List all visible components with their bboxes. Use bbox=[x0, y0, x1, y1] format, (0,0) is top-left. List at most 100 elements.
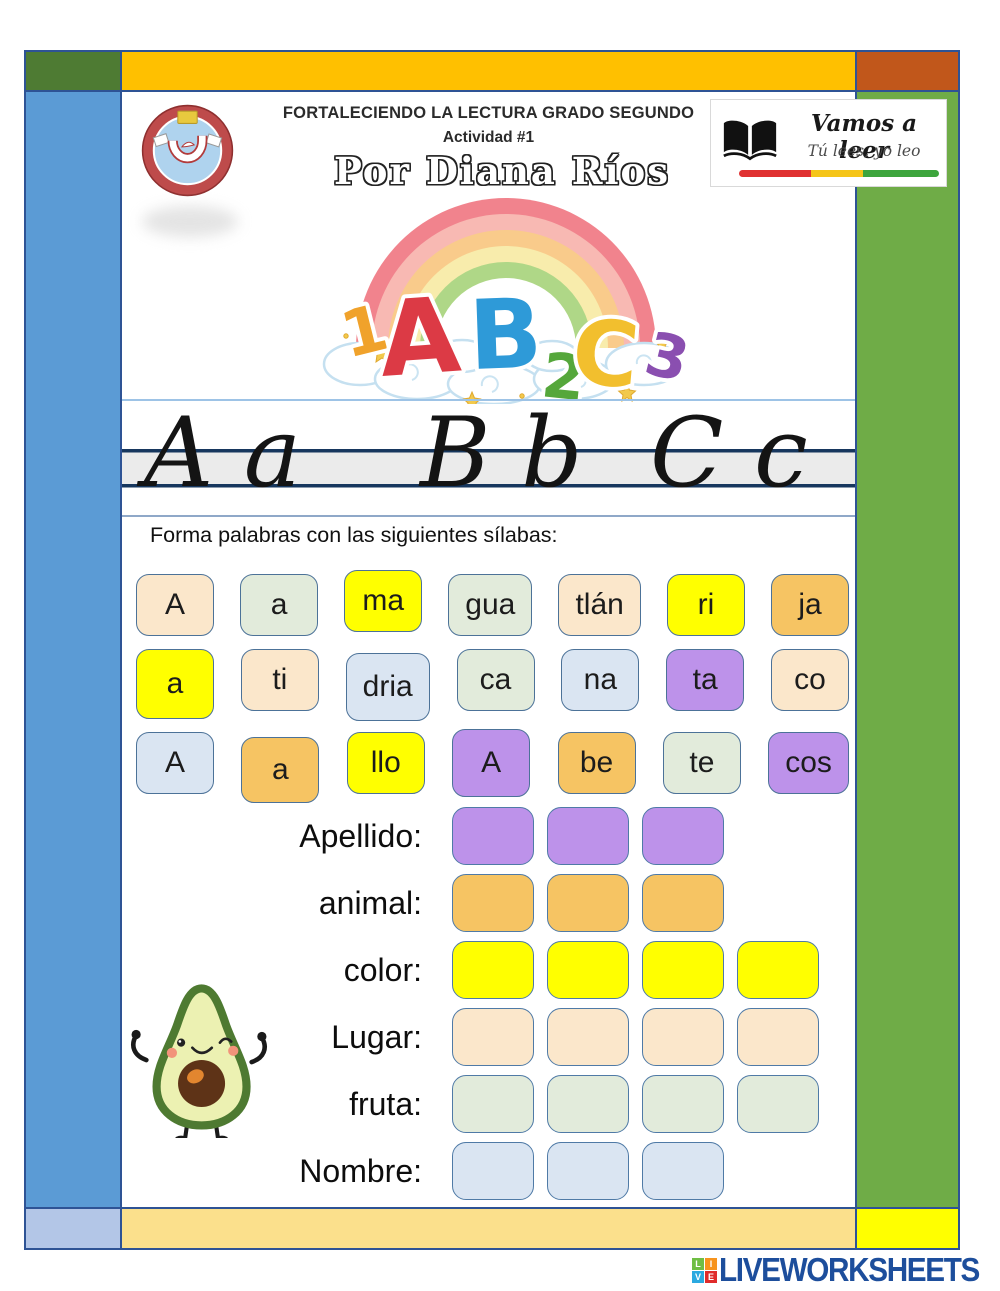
instruction-text: Forma palabras con las siguientes sílaba… bbox=[150, 523, 558, 547]
answer-box[interactable] bbox=[642, 874, 724, 932]
open-book-icon bbox=[723, 120, 777, 161]
answer-label: Apellido: bbox=[299, 817, 422, 854]
worksheet-title: FORTALECIENDO LA LECTURA GRADO SEGUNDO bbox=[282, 104, 695, 122]
activity-number: Actividad #1 bbox=[442, 129, 535, 146]
vamos-a-leer-subtitle: Tú lees, yo leo bbox=[807, 142, 921, 160]
syllable-tile-dria[interactable]: dria bbox=[345, 653, 430, 721]
syllable-tile-co[interactable]: co bbox=[771, 649, 849, 711]
syllable-tile-a[interactable]: a bbox=[240, 574, 319, 636]
liveworksheets-square-V: V bbox=[692, 1270, 704, 1283]
liveworksheets-square-L: L bbox=[692, 1257, 704, 1270]
frame-corner-top-left bbox=[24, 50, 122, 92]
answer-row: Lugar: bbox=[122, 1007, 855, 1067]
cursive-Bb: B b bbox=[418, 398, 583, 509]
answer-label: color: bbox=[343, 951, 422, 988]
answer-box[interactable] bbox=[737, 1075, 819, 1133]
avocado-illustration bbox=[131, 984, 267, 1138]
frame-bottom-bar bbox=[24, 1207, 960, 1250]
syllable-tile-a[interactable]: a bbox=[136, 649, 214, 719]
frame-left-bar bbox=[24, 90, 122, 1209]
syllable-tile-be[interactable]: be bbox=[557, 732, 636, 794]
answers-section: Apellido: animal: color: Lugar: fruta: Nombre… bbox=[122, 806, 855, 1208]
answer-box[interactable] bbox=[547, 1008, 629, 1066]
answer-row: Apellido: bbox=[122, 806, 855, 866]
abc-char-3: 3 bbox=[638, 319, 690, 397]
syllable-tile-ti[interactable]: ti bbox=[240, 649, 319, 711]
frame-corner-bottom-left bbox=[24, 1207, 122, 1250]
school-emblem-logo bbox=[141, 104, 234, 197]
answer-label: Nombre: bbox=[299, 1152, 422, 1189]
author-title: Por Diana Ríos bbox=[333, 149, 671, 193]
syllable-tile-ca[interactable]: ca bbox=[456, 649, 535, 711]
syllable-tile-a[interactable]: a bbox=[241, 737, 320, 803]
answer-box[interactable] bbox=[452, 1008, 534, 1066]
syllable-tile-llo[interactable]: llo bbox=[346, 732, 425, 794]
answer-row: animal: bbox=[122, 873, 855, 933]
answer-label: animal: bbox=[318, 884, 422, 921]
answer-box[interactable] bbox=[547, 941, 629, 999]
syllable-row: a ti dria ca na ta co bbox=[136, 649, 849, 721]
syllable-tile-A[interactable]: A bbox=[136, 574, 214, 636]
answer-box[interactable] bbox=[642, 807, 724, 865]
answer-box[interactable] bbox=[452, 1075, 534, 1133]
answer-box[interactable] bbox=[547, 1142, 629, 1200]
syllable-tile-ma[interactable]: ma bbox=[344, 570, 423, 632]
answer-box[interactable] bbox=[547, 1075, 629, 1133]
answer-box[interactable] bbox=[452, 807, 534, 865]
vamos-a-leer-logo: Vamos a leer Tú lees, yo leo bbox=[710, 99, 947, 187]
rainbow-abc-illustration: 1 A B 2 C 3 bbox=[322, 198, 690, 404]
answer-box[interactable] bbox=[547, 874, 629, 932]
answer-label: Lugar: bbox=[331, 1018, 422, 1055]
liveworksheets-square-E: E bbox=[705, 1270, 717, 1283]
syllable-tile-cos[interactable]: cos bbox=[768, 732, 849, 794]
syllable-tile-ri[interactable]: ri bbox=[666, 574, 745, 636]
answer-box[interactable] bbox=[547, 807, 629, 865]
abc-char-A: A bbox=[375, 274, 464, 401]
answer-box[interactable] bbox=[452, 1142, 534, 1200]
frame-right-bar bbox=[855, 90, 960, 1209]
frame-corner-top-right bbox=[855, 50, 960, 92]
syllable-tile-te[interactable]: te bbox=[662, 732, 741, 794]
answer-label: fruta: bbox=[349, 1085, 422, 1122]
syllable-tile-gua[interactable]: gua bbox=[448, 574, 533, 636]
frame-corner-bottom-right bbox=[855, 1207, 960, 1250]
tricolor-bar bbox=[739, 170, 939, 177]
answer-box[interactable] bbox=[642, 941, 724, 999]
liveworksheets-square-I: I bbox=[705, 1257, 717, 1270]
answer-row: Nombre: bbox=[122, 1141, 855, 1201]
answer-box[interactable] bbox=[737, 941, 819, 999]
answer-row: fruta: bbox=[122, 1074, 855, 1134]
syllable-tile-A[interactable]: A bbox=[136, 732, 214, 794]
liveworksheets-brand: LIVEWORKSHEETS bbox=[719, 1251, 980, 1288]
answer-boxes bbox=[452, 874, 724, 932]
answer-box[interactable] bbox=[642, 1142, 724, 1200]
handwriting-practice-band: A a B b C c bbox=[122, 398, 855, 517]
answer-boxes bbox=[452, 941, 819, 999]
answer-box[interactable] bbox=[642, 1075, 724, 1133]
abc-char-B: B bbox=[467, 278, 544, 392]
cursive-Aa: A a bbox=[136, 398, 301, 509]
answer-row: color: bbox=[122, 940, 855, 1000]
gray-smudge bbox=[142, 206, 238, 237]
answer-boxes bbox=[452, 1008, 819, 1066]
answer-box[interactable] bbox=[737, 1008, 819, 1066]
answer-boxes bbox=[452, 1142, 724, 1200]
answer-box[interactable] bbox=[452, 941, 534, 999]
abc-char-C: C bbox=[568, 299, 643, 404]
syllable-tile-A[interactable]: A bbox=[452, 729, 531, 797]
syllable-tile-ja[interactable]: ja bbox=[771, 574, 849, 636]
syllable-tile-tlán[interactable]: tlán bbox=[558, 574, 641, 636]
syllable-tile-ta[interactable]: ta bbox=[666, 649, 745, 711]
answer-box[interactable] bbox=[452, 874, 534, 932]
syllable-tile-na[interactable]: na bbox=[561, 649, 640, 711]
answer-boxes bbox=[452, 1075, 819, 1133]
frame-top-bar bbox=[24, 50, 960, 92]
answer-box[interactable] bbox=[642, 1008, 724, 1066]
vamos-a-leer-title: Vamos a leer bbox=[810, 110, 918, 164]
